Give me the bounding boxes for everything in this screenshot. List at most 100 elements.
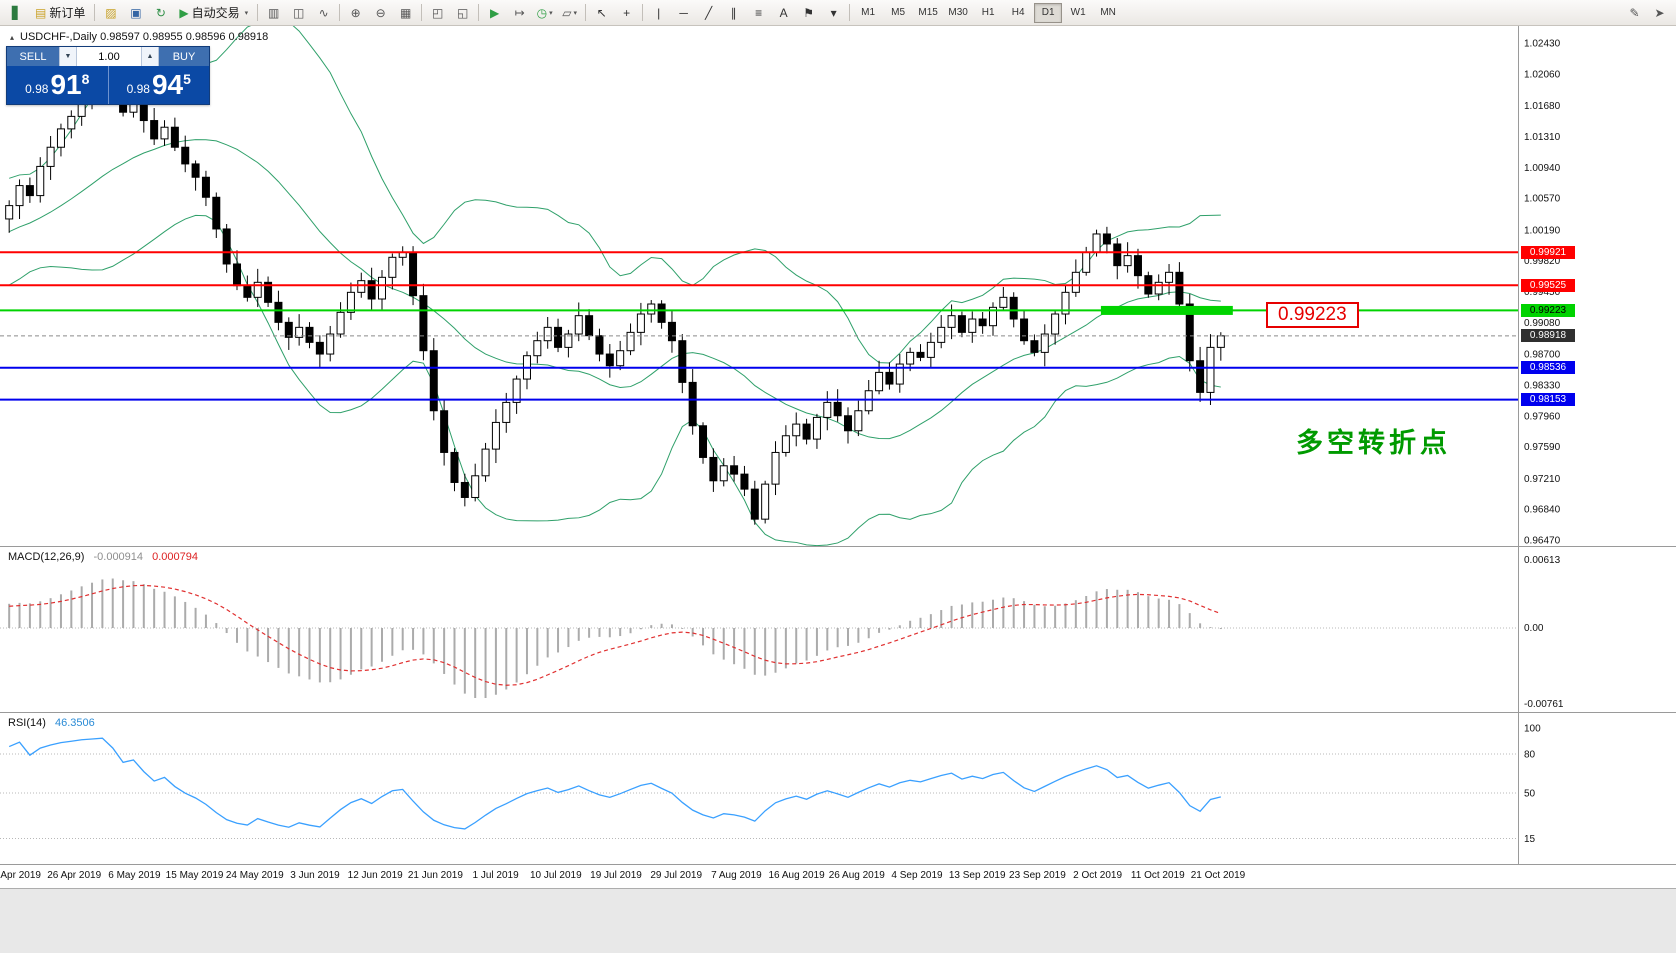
indicators-icon-glyph: ◷ (536, 5, 548, 20)
channel-icon-glyph: ∥ (730, 5, 737, 20)
new-order-button-label: 新订单 (49, 6, 86, 20)
market-watch-icon[interactable]: ▣ (123, 3, 148, 23)
vertical-line-icon[interactable]: | (646, 3, 671, 23)
turning-point-annotation: 多空转折点 (1296, 428, 1451, 458)
svg-text:0.00613: 0.00613 (1524, 555, 1561, 566)
svg-text:19 Jul 2019: 19 Jul 2019 (590, 870, 642, 881)
svg-text:21 Jun 2019: 21 Jun 2019 (408, 870, 463, 881)
timeframe-m1-button[interactable]: M1 (861, 7, 876, 18)
pointer-tool-icon-glyph: ➤ (1654, 5, 1665, 20)
window-bottom-area (0, 888, 1676, 953)
svg-text:100: 100 (1524, 724, 1541, 735)
axis-price-tag-0.99921: 0.99921 (1521, 245, 1575, 259)
text-icon[interactable]: A (771, 3, 796, 23)
trade-panel-prices: 0.98 91 8 0.98 94 5 (7, 66, 209, 104)
svg-text:0.96470: 0.96470 (1524, 536, 1561, 547)
svg-text:-0.00761: -0.00761 (1524, 699, 1564, 710)
objects-list-icon-dropdown-icon[interactable]: ▾ (573, 9, 577, 17)
fibonacci-icon-glyph: ≡ (755, 5, 763, 20)
new-order-button[interactable]: ▤ 新订单 (29, 3, 91, 23)
algo-trading-button-dropdown-icon[interactable]: ▾ (244, 9, 249, 17)
sell-price-display[interactable]: 0.98 91 8 (7, 66, 108, 104)
svg-text:1.00570: 1.00570 (1524, 194, 1561, 205)
arrow-label-icon-glyph: ⚑ (803, 5, 814, 20)
shapes-dropdown-icon[interactable]: ▾ (821, 3, 846, 23)
algo-trading-button[interactable]: ▶ 自动交易 ▾ (173, 3, 254, 23)
indicators-icon[interactable]: ◷ ▾ (532, 3, 557, 23)
vertical-line-icon-glyph: | (657, 5, 661, 20)
timeframe-mn-button[interactable]: MN (1100, 7, 1116, 18)
objects-list-icon-glyph: ▱ (562, 5, 572, 20)
objects-list-icon[interactable]: ▱ ▾ (557, 3, 582, 23)
timeframe-h4-button[interactable]: H4 (1011, 7, 1025, 18)
timeframe-h1-button[interactable]: H1 (981, 7, 995, 18)
buy-price-display[interactable]: 0.98 94 5 (107, 66, 210, 104)
price-callout-label[interactable]: 0.99223 (1266, 302, 1359, 328)
arrow-label-icon[interactable]: ⚑ (796, 3, 821, 23)
buy-button[interactable]: BUY (159, 47, 209, 66)
toolbar-separator (478, 4, 480, 21)
rsi-header: RSI(14) 46.3506 (8, 717, 95, 729)
horizontal-line-icon[interactable]: ─ (671, 3, 696, 23)
volume-up-icon[interactable]: ▲ (141, 47, 159, 66)
svg-text:4 Sep 2019: 4 Sep 2019 (891, 870, 943, 881)
chart-shift-icon-glyph: ↦ (514, 5, 525, 20)
bar-chart-icon[interactable]: ▥ (261, 3, 286, 23)
axes-layer: 1.02430 1.02060 1.01680 1.01310 1.00940 1.005… (0, 26, 1676, 881)
sell-price-point: 8 (81, 71, 90, 87)
zoom-in-icon[interactable]: ⊕ (343, 3, 368, 23)
refresh-icon[interactable]: ↻ (148, 3, 173, 23)
one-click-trading-panel: SELL ▼ ▲ BUY 0.98 91 8 0.98 94 5 (6, 46, 210, 105)
pointer-tool-icon[interactable]: ➤ (1647, 3, 1672, 23)
svg-text:29 Jul 2019: 29 Jul 2019 (650, 870, 702, 881)
chart-shift-icon[interactable]: ↦ (507, 3, 532, 23)
timeframe-m5-button[interactable]: M5 (891, 7, 906, 18)
channel-icon[interactable]: ∥ (721, 3, 746, 23)
indicators-icon-dropdown-icon[interactable]: ▾ (549, 9, 553, 17)
svg-text:7 Aug 2019: 7 Aug 2019 (711, 870, 762, 881)
highlight-zone[interactable] (1100, 305, 1233, 315)
symbol-ohlc-text: USDCHF-,Daily 0.98597 0.98955 0.98596 0.… (20, 31, 269, 43)
crosshair-icon[interactable]: + (614, 3, 639, 23)
candles-layer (5, 71, 1225, 525)
svg-text:6 May 2019: 6 May 2019 (108, 870, 161, 881)
grid-icon[interactable]: ▦ (393, 3, 418, 23)
svg-text:1.00940: 1.00940 (1524, 163, 1561, 174)
timeframe-m15-button[interactable]: M15 (918, 7, 938, 18)
axis-price-tag-0.99525: 0.99525 (1521, 278, 1575, 292)
market-watch-icon-glyph: ▣ (130, 5, 142, 20)
cascade-windows-icon[interactable]: ◱ (450, 3, 475, 23)
svg-text:26 Apr 2019: 26 Apr 2019 (47, 870, 101, 881)
chart-plot-area[interactable]: 1.02430 1.02060 1.01680 1.01310 1.00940 1.005… (0, 26, 1676, 888)
macd-header: MACD(12,26,9) -0.000914 0.000794 (8, 551, 198, 563)
timeframe-w1-button[interactable]: W1 (1070, 7, 1086, 18)
fibonacci-icon[interactable]: ≡ (746, 3, 771, 23)
order-form-icon: ▤ (35, 5, 47, 20)
zoom-out-icon[interactable]: ⊖ (368, 3, 393, 23)
chart-collapse-icon[interactable]: ▴ (10, 32, 15, 42)
volume-input[interactable] (77, 47, 141, 66)
cursor-icon[interactable]: ↖ (589, 3, 614, 23)
svg-text:1.00190: 1.00190 (1524, 225, 1561, 236)
macd-name: MACD(12,26,9) (8, 551, 85, 563)
timeframe-d1-button[interactable]: D1 (1034, 2, 1063, 23)
svg-text:0.98330: 0.98330 (1524, 380, 1561, 391)
sell-button[interactable]: SELL (7, 47, 59, 66)
price-levels-layer (0, 251, 1518, 401)
zoom-out-icon-glyph: ⊖ (375, 5, 386, 20)
auto-scroll-icon[interactable]: ▶ (482, 3, 507, 23)
buy-price-base: 0.98 (126, 82, 150, 96)
app-chart-icon[interactable]: ▋ (4, 3, 29, 23)
candlestick-chart-icon[interactable]: ◫ (286, 3, 311, 23)
tile-windows-icon[interactable]: ◰ (425, 3, 450, 23)
toolbar-separator (642, 4, 644, 21)
trendline-icon[interactable]: ╱ (696, 3, 721, 23)
profiles-icon[interactable]: ▨ (98, 3, 123, 23)
timeframe-m30-button[interactable]: M30 (948, 7, 968, 18)
edit-icon[interactable]: ✎ (1622, 3, 1647, 23)
svg-text:11 Oct 2019: 11 Oct 2019 (1131, 870, 1185, 881)
volume-down-icon[interactable]: ▼ (59, 47, 77, 66)
line-chart-icon[interactable]: ∿ (311, 3, 336, 23)
svg-text:12 Jun 2019: 12 Jun 2019 (348, 870, 403, 881)
